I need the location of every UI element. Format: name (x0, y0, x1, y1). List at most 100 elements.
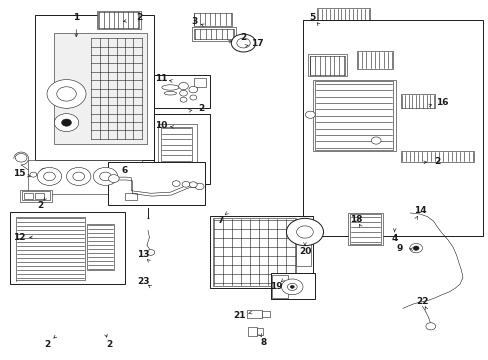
Bar (54, 33, 147, 144)
Text: 12: 12 (13, 233, 25, 242)
Text: 14: 14 (413, 206, 426, 215)
Text: 2: 2 (38, 201, 44, 210)
Ellipse shape (162, 85, 179, 90)
Circle shape (47, 80, 86, 108)
Text: 22: 22 (415, 297, 428, 306)
Circle shape (195, 183, 203, 190)
Bar (16, 217, 84, 280)
Text: 15: 15 (13, 169, 25, 178)
Bar (248, 327, 257, 336)
Bar (210, 216, 312, 288)
Text: 6: 6 (122, 166, 128, 175)
Bar (356, 51, 392, 69)
Circle shape (290, 285, 294, 288)
Bar (272, 275, 287, 298)
Bar (191, 27, 235, 41)
Circle shape (179, 90, 187, 96)
Circle shape (54, 114, 79, 132)
Bar (87, 224, 114, 270)
Text: 2: 2 (136, 13, 142, 22)
Text: 16: 16 (435, 98, 447, 107)
Text: 9: 9 (396, 244, 403, 253)
Circle shape (188, 86, 197, 93)
Text: 10: 10 (155, 121, 167, 130)
Circle shape (409, 243, 422, 253)
Bar (20, 190, 52, 202)
Circle shape (296, 226, 313, 238)
Circle shape (425, 323, 435, 330)
Circle shape (73, 172, 84, 181)
Circle shape (43, 172, 55, 181)
Bar (246, 310, 261, 318)
Bar (98, 12, 139, 28)
Text: 8: 8 (260, 338, 266, 347)
Circle shape (182, 181, 189, 187)
Circle shape (281, 279, 303, 295)
Bar (97, 11, 141, 30)
Bar (316, 8, 369, 27)
Bar (108, 162, 205, 205)
Bar (307, 54, 346, 76)
Circle shape (37, 167, 61, 185)
Bar (400, 94, 434, 108)
Circle shape (189, 182, 197, 188)
Text: 2: 2 (105, 340, 112, 349)
Bar (10, 212, 125, 284)
Bar (158, 125, 197, 180)
Circle shape (147, 249, 155, 255)
Bar (295, 234, 311, 266)
Bar (193, 13, 231, 26)
Bar (35, 15, 154, 160)
Circle shape (305, 111, 315, 118)
Circle shape (57, 87, 76, 101)
Text: 20: 20 (298, 247, 310, 256)
Bar (261, 311, 270, 317)
Bar (24, 193, 33, 199)
Circle shape (100, 172, 111, 181)
Bar (195, 14, 229, 24)
Circle shape (178, 82, 188, 90)
Circle shape (189, 95, 196, 100)
Bar (35, 193, 44, 199)
Circle shape (61, 119, 71, 126)
Text: 4: 4 (391, 234, 397, 243)
Text: 2: 2 (198, 104, 204, 113)
Circle shape (370, 137, 380, 144)
Text: 19: 19 (270, 282, 283, 291)
Text: 2: 2 (240, 33, 246, 42)
Bar (160, 127, 192, 178)
Text: 2: 2 (44, 340, 50, 349)
Circle shape (108, 175, 119, 183)
Circle shape (93, 167, 118, 185)
Circle shape (287, 283, 297, 291)
Bar (154, 75, 210, 108)
Circle shape (41, 168, 48, 174)
Circle shape (30, 172, 37, 177)
Circle shape (286, 219, 323, 246)
Text: 17: 17 (250, 39, 263, 48)
Circle shape (15, 153, 27, 162)
Bar (303, 21, 483, 235)
Bar (125, 193, 137, 200)
Text: 13: 13 (137, 250, 149, 259)
Bar (400, 151, 473, 162)
Bar (347, 213, 382, 245)
Text: 1: 1 (73, 13, 79, 22)
Circle shape (412, 246, 418, 250)
Bar (212, 218, 295, 286)
Bar (257, 328, 263, 335)
Circle shape (172, 181, 180, 186)
Bar (309, 55, 344, 75)
Text: 21: 21 (233, 311, 245, 320)
Bar (349, 215, 380, 244)
Ellipse shape (164, 91, 176, 95)
Circle shape (236, 38, 250, 48)
Bar (312, 80, 395, 151)
Bar (27, 159, 142, 194)
Circle shape (66, 167, 91, 185)
Text: 5: 5 (309, 13, 315, 22)
Bar (270, 273, 314, 299)
Bar (154, 114, 210, 184)
Bar (315, 81, 392, 150)
Bar (21, 191, 50, 201)
